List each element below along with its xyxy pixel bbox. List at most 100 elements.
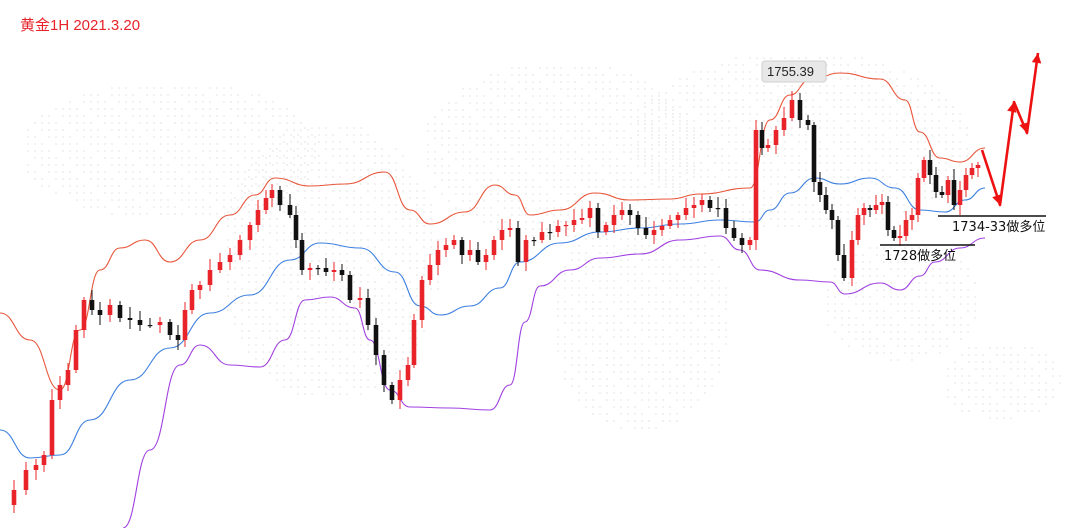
candle-body: [339, 270, 345, 275]
candle-body: [595, 208, 601, 232]
candle-body: [277, 190, 283, 205]
candle-body: [823, 195, 829, 210]
candle-body: [427, 265, 433, 280]
middle-band-line: [0, 177, 986, 459]
bollinger-upper-band: [0, 72, 986, 391]
candle-body: [57, 385, 63, 400]
candle-body: [315, 268, 321, 270]
candle-body: [97, 310, 103, 315]
candle-body: [659, 226, 665, 230]
candle-body: [269, 190, 275, 198]
candle-body: [373, 325, 379, 355]
candle-body: [909, 215, 915, 220]
peak-label-box: [761, 60, 827, 83]
candle-body: [563, 225, 569, 227]
candle-body: [197, 285, 203, 290]
projection-arrowhead-down: [1019, 122, 1029, 133]
candle-body: [323, 268, 329, 272]
candle-body: [189, 290, 195, 310]
candle-body: [41, 455, 47, 465]
candle-body: [753, 130, 759, 240]
candle-body: [405, 365, 411, 380]
candle-body: [507, 228, 513, 230]
candle-body: [299, 240, 305, 270]
candle-body: [331, 270, 337, 272]
candle-body: [873, 205, 879, 210]
candle-body: [885, 202, 891, 230]
candle-body: [897, 236, 903, 238]
candle-body: [817, 182, 823, 195]
candle-body: [237, 240, 243, 255]
candle-body: [603, 225, 609, 232]
candle-body: [411, 320, 417, 365]
candle-body: [263, 198, 269, 210]
candle-body: [975, 165, 981, 168]
candle-body: [293, 215, 299, 240]
candle-body: [587, 208, 593, 218]
candle-body: [781, 118, 787, 130]
candle-body: [89, 300, 95, 310]
candle-body: [227, 255, 233, 262]
candle-body: [157, 322, 163, 325]
world-map-watermark: [27, 57, 1061, 429]
candle-body: [829, 210, 835, 220]
candle-body: [927, 160, 933, 175]
candle-body: [841, 255, 847, 278]
candle-body: [217, 262, 223, 270]
candle-body: [723, 208, 729, 228]
candle-body: [307, 268, 313, 270]
candle-body: [255, 210, 261, 225]
candle-body: [915, 178, 921, 215]
candle-body: [419, 280, 425, 320]
candle-body: [483, 255, 489, 262]
candle-body: [555, 226, 561, 232]
candle-body: [73, 330, 79, 370]
candle-body: [759, 130, 765, 148]
candle-body: [515, 228, 521, 262]
candle-body: [675, 215, 681, 220]
candle-body: [951, 180, 957, 205]
projection-line: [980, 52, 1040, 207]
candle-body: [739, 238, 745, 245]
candle-body: [347, 275, 353, 300]
candle-body: [891, 230, 897, 238]
candle-body: [81, 300, 87, 330]
candle-body: [921, 160, 927, 178]
candle-body: [107, 305, 113, 315]
candle-body: [811, 125, 817, 182]
candle-body: [23, 470, 29, 490]
candle-body: [731, 228, 737, 238]
candle-body: [475, 250, 481, 262]
candle-body: [933, 175, 939, 192]
candle-body: [579, 218, 585, 220]
candle-body: [207, 270, 213, 285]
candle-body: [805, 120, 811, 125]
candle-body: [499, 230, 505, 240]
candle-body: [855, 215, 861, 240]
candle-body: [957, 190, 963, 205]
support-label-low: 1728做多位: [884, 248, 956, 264]
candle-body: [945, 180, 951, 195]
candle-body: [459, 240, 465, 255]
chart-title: 黄金1H 2021.3.20: [20, 17, 141, 34]
candle-body: [969, 168, 975, 175]
candle-body: [127, 318, 133, 320]
candle-body: [137, 320, 143, 325]
candle-body: [381, 355, 387, 385]
candle-body: [547, 232, 553, 234]
bollinger-lower-band: [122, 235, 986, 528]
candle-body: [397, 380, 403, 400]
candlesticks: [11, 91, 981, 513]
candle-body: [33, 465, 39, 470]
candle-body: [849, 240, 855, 278]
annotations: 1755.39 1734-33做多位 1728做多位: [761, 60, 1046, 264]
candle-body: [357, 298, 363, 300]
projection-arrowhead-up: [1007, 102, 1017, 113]
candle-body: [643, 228, 649, 235]
candle-body: [182, 310, 188, 340]
candle-body: [531, 240, 537, 242]
support-label-high: 1734-33做多位: [952, 219, 1045, 235]
candle-body: [699, 200, 705, 205]
